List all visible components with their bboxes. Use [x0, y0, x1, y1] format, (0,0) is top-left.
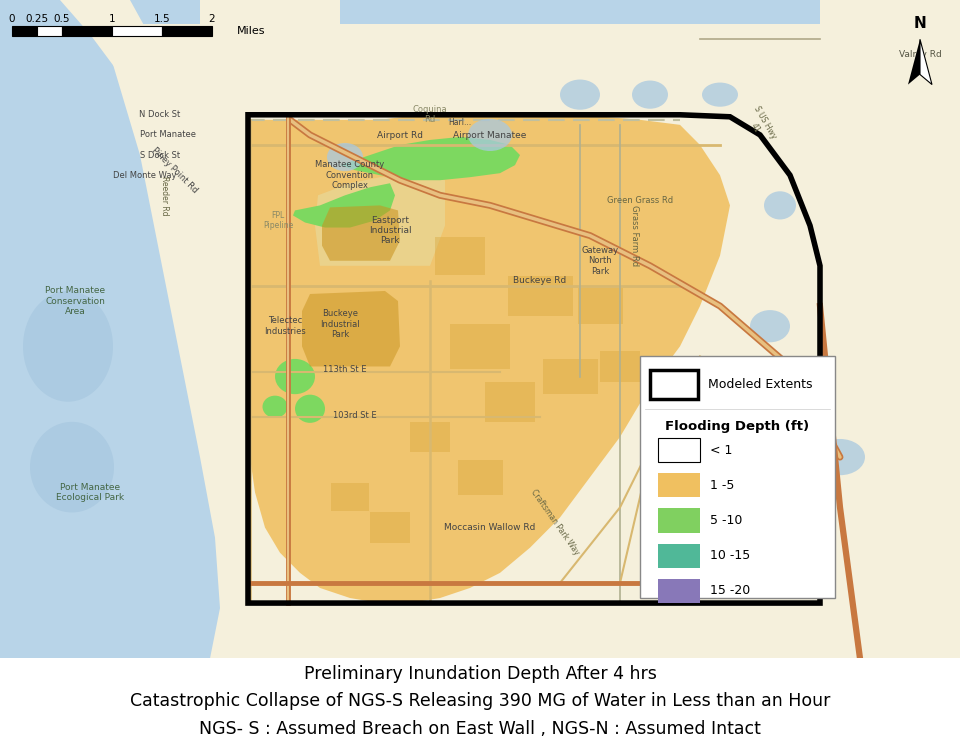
Text: Preliminary Inundation Depth After 4 hrs: Preliminary Inundation Depth After 4 hrs	[303, 665, 657, 683]
Polygon shape	[248, 113, 730, 603]
Text: Port Manatee
Ecological Park: Port Manatee Ecological Park	[56, 483, 124, 502]
Ellipse shape	[275, 359, 315, 394]
Text: NGS- S : Assumed Breach on East Wall , NGS-N : Assumed Intact: NGS- S : Assumed Breach on East Wall , N…	[199, 719, 761, 737]
Polygon shape	[220, 24, 960, 115]
Ellipse shape	[680, 552, 720, 584]
Polygon shape	[322, 205, 400, 260]
Bar	[658, 508, 700, 533]
Text: 5 -10: 5 -10	[710, 514, 742, 527]
Bar	[331, 484, 369, 511]
Text: 15 -20: 15 -20	[710, 585, 751, 597]
Bar	[435, 237, 485, 275]
Text: 2: 2	[208, 14, 215, 24]
Text: Port Manatee
Conservation
Area: Port Manatee Conservation Area	[45, 286, 105, 316]
Polygon shape	[293, 183, 395, 228]
Ellipse shape	[560, 80, 600, 109]
Bar	[508, 276, 572, 316]
Bar	[410, 422, 450, 452]
FancyBboxPatch shape	[640, 356, 835, 598]
Ellipse shape	[55, 457, 115, 518]
Text: Flooding Depth (ft): Flooding Depth (ft)	[665, 420, 809, 433]
Text: 10 -15: 10 -15	[710, 549, 751, 562]
Bar	[650, 371, 698, 399]
Ellipse shape	[327, 143, 363, 171]
Text: Port Manatee: Port Manatee	[140, 130, 196, 139]
Ellipse shape	[702, 83, 738, 106]
Text: < 1: < 1	[710, 443, 732, 457]
Ellipse shape	[632, 80, 668, 109]
Ellipse shape	[764, 191, 796, 219]
Text: 103rd St E: 103rd St E	[333, 411, 377, 420]
Text: 0.25: 0.25	[25, 14, 49, 24]
Bar	[62, 26, 112, 36]
Bar	[450, 324, 510, 369]
Text: Gateway
North
Park: Gateway North Park	[582, 246, 618, 276]
Ellipse shape	[23, 291, 113, 402]
Polygon shape	[0, 0, 960, 24]
Text: N Dock St: N Dock St	[139, 110, 180, 119]
Polygon shape	[302, 291, 400, 367]
Bar	[112, 26, 162, 36]
Text: Valroy Rd: Valroy Rd	[899, 50, 942, 59]
Text: 1 -5: 1 -5	[710, 479, 734, 492]
Text: Catastrophic Collapse of NGS-S Releasing 390 MG of Water in Less than an Hour: Catastrophic Collapse of NGS-S Releasing…	[130, 692, 830, 711]
Bar	[485, 382, 535, 422]
Text: Del Monte Way: Del Monte Way	[113, 170, 177, 180]
Polygon shape	[315, 177, 445, 266]
Bar	[458, 460, 502, 495]
Polygon shape	[200, 0, 340, 125]
Polygon shape	[0, 0, 220, 658]
Text: Airport Manatee: Airport Manatee	[453, 132, 527, 141]
Text: Miles: Miles	[237, 26, 266, 36]
Text: Modeled Extents: Modeled Extents	[708, 378, 812, 391]
Bar	[12, 26, 37, 36]
Text: S US Hwy
41: S US Hwy 41	[742, 104, 778, 145]
Text: FPL
Pipeline: FPL Pipeline	[263, 211, 293, 230]
Text: Reeder Rd: Reeder Rd	[160, 176, 170, 215]
Polygon shape	[60, 0, 230, 225]
Ellipse shape	[295, 394, 325, 423]
Text: S Dock St: S Dock St	[140, 150, 180, 159]
Text: Moccasin Wallow Rd: Moccasin Wallow Rd	[444, 523, 536, 532]
Bar	[820, 0, 960, 658]
Text: Airport Rd: Airport Rd	[377, 132, 423, 141]
Bar	[600, 351, 640, 382]
Text: Piney Point Rd: Piney Point Rd	[151, 146, 200, 195]
Ellipse shape	[468, 119, 512, 151]
Text: 1: 1	[108, 14, 115, 24]
Ellipse shape	[815, 439, 865, 475]
Bar	[578, 289, 622, 324]
Text: N: N	[914, 16, 926, 31]
Ellipse shape	[47, 336, 103, 417]
Text: 0: 0	[9, 14, 15, 24]
Text: Eastport
Industrial
Park: Eastport Industrial Park	[369, 216, 411, 246]
Bar	[658, 438, 700, 462]
Bar	[658, 544, 700, 568]
Text: Buckeye
Industrial
Park: Buckeye Industrial Park	[321, 310, 360, 339]
Polygon shape	[920, 39, 932, 85]
Polygon shape	[908, 39, 920, 85]
Text: Manatee County
Convention
Complex: Manatee County Convention Complex	[316, 160, 385, 190]
Text: Craftsman Park Way: Craftsman Park Way	[529, 488, 581, 557]
Text: Artisan
Lakes Pkwy: Artisan Lakes Pkwy	[643, 453, 677, 501]
Bar	[370, 513, 410, 542]
Text: Harl...: Harl...	[448, 118, 471, 127]
Bar	[37, 26, 62, 36]
Ellipse shape	[750, 310, 790, 342]
Text: 113th St E: 113th St E	[324, 365, 367, 374]
Text: Buckeye Rd: Buckeye Rd	[514, 276, 566, 286]
Bar	[658, 473, 700, 497]
Bar	[542, 359, 597, 394]
Ellipse shape	[30, 422, 114, 513]
Text: Grass Farm Rd: Grass Farm Rd	[631, 205, 639, 266]
Text: 1.5: 1.5	[154, 14, 170, 24]
Ellipse shape	[262, 396, 287, 418]
Polygon shape	[340, 137, 520, 180]
Bar	[658, 579, 700, 603]
Text: Green Grass Rd: Green Grass Rd	[607, 196, 673, 205]
Bar	[162, 26, 212, 36]
Text: Coquina
Rd: Coquina Rd	[413, 105, 447, 124]
Text: 0.5: 0.5	[54, 14, 70, 24]
Text: Telectec
Industries: Telectec Industries	[264, 316, 306, 336]
